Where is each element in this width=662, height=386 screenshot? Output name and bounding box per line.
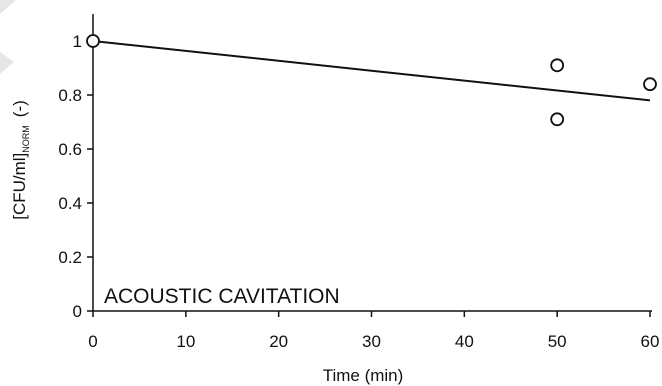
y-axis-ticks: 0 0.2 0.4 0.6 0.8 1 [58, 32, 93, 321]
x-tick-label: 0 [88, 332, 97, 351]
x-axis-label: Time (min) [323, 366, 404, 385]
x-tick-label: 10 [176, 332, 195, 351]
data-point [643, 77, 657, 92]
x-tick-label: 50 [548, 332, 567, 351]
y-axis-label-subscript: NORM [21, 125, 31, 153]
y-axis-label: [CFU/ml]NORM (-) [10, 100, 31, 220]
data-point [550, 112, 565, 127]
x-tick-label: 40 [455, 332, 474, 351]
y-tick-label: 0 [73, 302, 82, 321]
y-tick-label: 0.2 [58, 248, 82, 267]
corner-decoration-top [0, 0, 16, 14]
chart-annotation: ACOUSTIC CAVITATION [104, 285, 340, 308]
data-point [86, 34, 100, 48]
y-tick-label: 0.6 [58, 140, 82, 159]
data-point [550, 58, 565, 73]
data-points [86, 34, 657, 127]
y-tick-label: 0.8 [58, 86, 82, 105]
y-axis-label-main: [CFU/ml] [10, 153, 29, 220]
x-tick-label: 60 [641, 332, 660, 351]
y-tick-label: 1 [73, 32, 82, 51]
x-tick-label: 30 [362, 332, 381, 351]
y-tick-label: 0.4 [58, 194, 82, 213]
corner-decoration-left [0, 52, 14, 74]
y-axis-label-unit: (-) [10, 100, 29, 117]
plot-area: 0 10 20 30 40 50 60 0 0.2 0.4 0.6 0.8 1 [58, 14, 659, 351]
x-tick-label: 20 [269, 332, 288, 351]
trend-line [92, 40, 651, 102]
x-axis-ticks: 0 10 20 30 40 50 60 [88, 311, 659, 351]
